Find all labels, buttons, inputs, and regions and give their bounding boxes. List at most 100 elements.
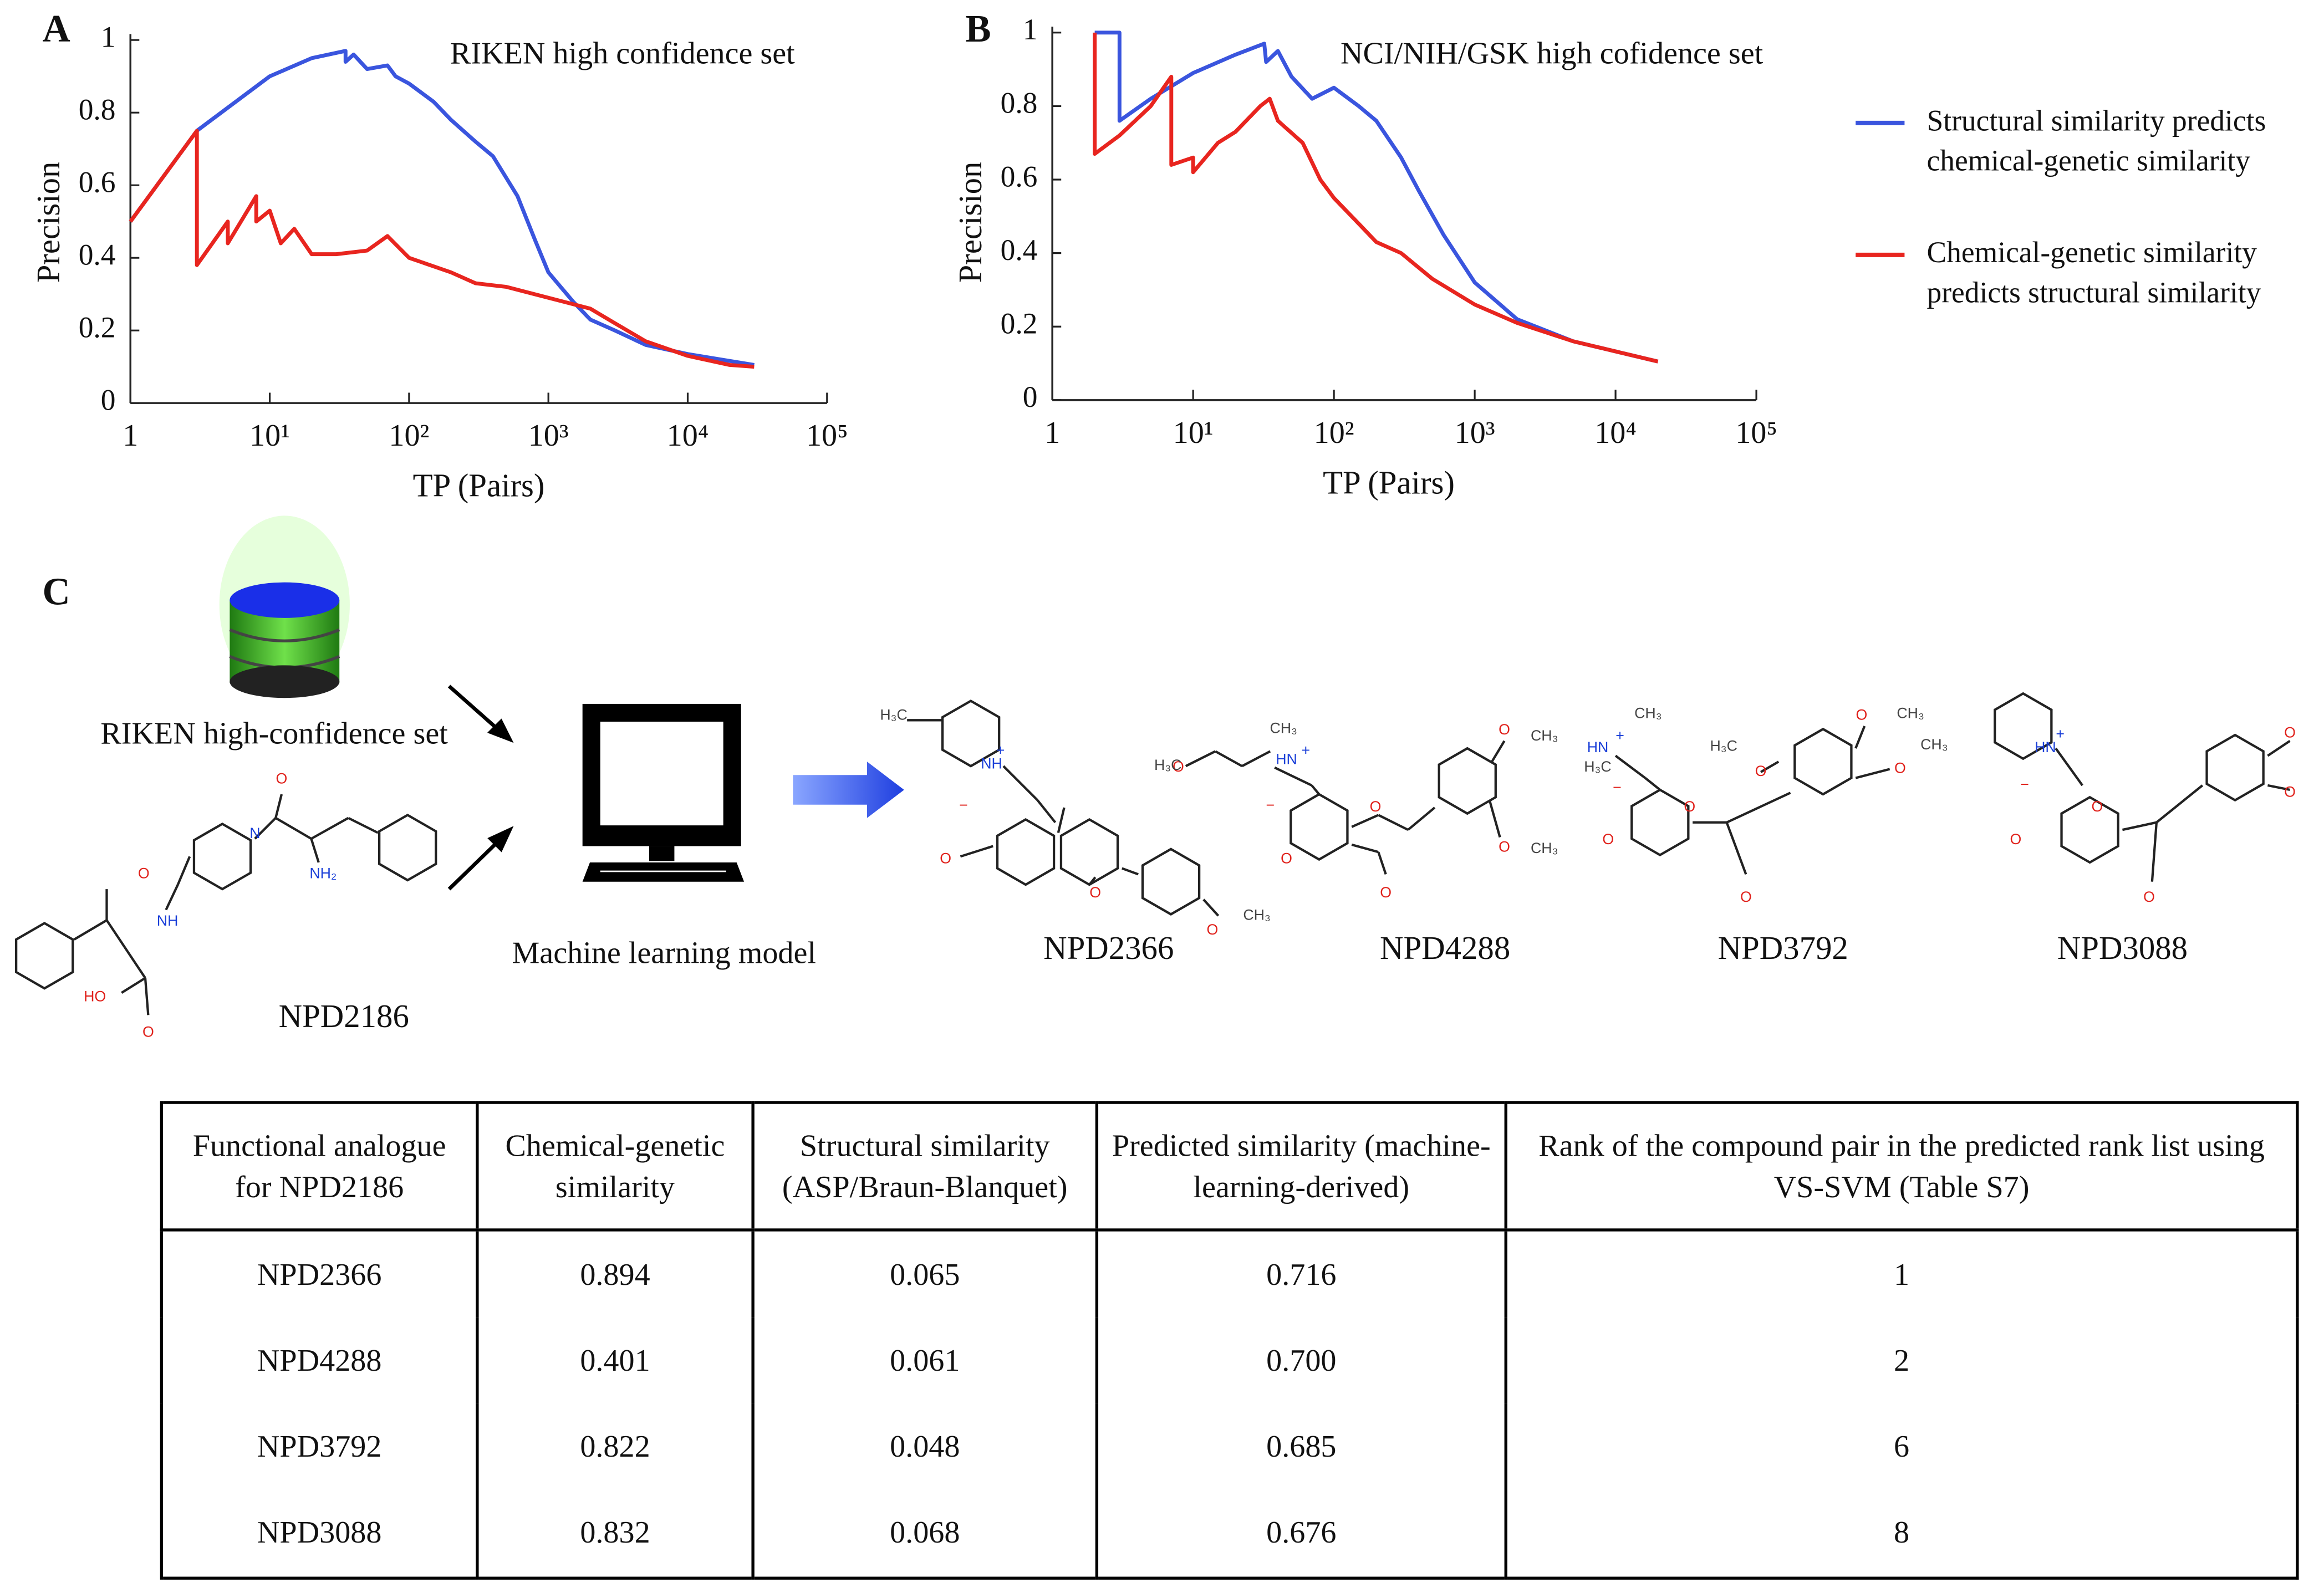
bond bbox=[105, 920, 146, 979]
y-tick-label: 0 bbox=[101, 383, 116, 416]
header-cell: Functional analogue for NPD2186 bbox=[160, 1102, 477, 1232]
atom-label: CH₃ bbox=[1634, 705, 1662, 722]
ring bbox=[192, 822, 252, 891]
x-tick-label: 10⁴ bbox=[1594, 416, 1637, 450]
x-tick-label: 10² bbox=[389, 418, 429, 453]
x-tick-label: 10² bbox=[1314, 416, 1354, 450]
bond bbox=[73, 919, 108, 941]
table-cell: 0.716 bbox=[1095, 1229, 1506, 1318]
bond bbox=[1274, 766, 1312, 787]
atom-label: O bbox=[1370, 798, 1382, 815]
atom-label: O bbox=[2284, 724, 2296, 741]
ring bbox=[2205, 733, 2265, 802]
header-cell: Predicted similarity (machine-learning-d… bbox=[1095, 1102, 1506, 1232]
ring bbox=[15, 922, 74, 990]
bond bbox=[1725, 822, 1747, 875]
table-cell: 0.068 bbox=[751, 1490, 1097, 1579]
table-row: NPD3792 0.822 0.048 0.685 6 bbox=[160, 1404, 2297, 1490]
table-row: NPD3088 0.832 0.068 0.676 8 bbox=[160, 1490, 2297, 1579]
bond bbox=[1760, 760, 1780, 773]
bond bbox=[121, 977, 146, 994]
compound-name: NPD4288 bbox=[1380, 930, 1510, 966]
atom-label: NH₂ bbox=[309, 865, 337, 881]
atom-label: O bbox=[1684, 798, 1695, 815]
series-line bbox=[1093, 32, 1659, 364]
bond bbox=[1377, 851, 1387, 875]
table-cell: NPD3792 bbox=[160, 1404, 477, 1490]
atom-label: O bbox=[2092, 798, 2103, 815]
compound-name: NPD2366 bbox=[1043, 930, 1174, 966]
bond bbox=[1351, 814, 1379, 828]
atom-label: NH bbox=[981, 755, 1002, 772]
atom-label: O bbox=[1856, 706, 1867, 723]
bond bbox=[1185, 750, 1216, 768]
atom-label: O bbox=[1281, 850, 1292, 867]
series-line bbox=[129, 49, 755, 367]
header-cell: Rank of the compound pair in the predict… bbox=[1504, 1102, 2297, 1232]
atom-label: H₃C bbox=[1710, 737, 1737, 754]
atom-label: − bbox=[1266, 796, 1275, 813]
table-cell: 1 bbox=[1504, 1229, 2297, 1318]
legend-label: Chemical-genetic similarity predicts str… bbox=[1927, 237, 2261, 310]
x-tick-label: 10⁵ bbox=[806, 418, 848, 453]
bond bbox=[275, 816, 312, 840]
table-cell: NPD3088 bbox=[160, 1490, 477, 1579]
y-tick-label: 0 bbox=[1023, 380, 1038, 413]
bond bbox=[2150, 822, 2158, 882]
bond bbox=[1855, 768, 1890, 779]
bond bbox=[1215, 750, 1243, 768]
bond bbox=[310, 838, 320, 863]
series-line bbox=[1094, 30, 1659, 364]
table-cell: 0.061 bbox=[751, 1318, 1097, 1405]
series-line bbox=[129, 129, 755, 369]
bond bbox=[1644, 777, 1661, 791]
y-tick-label: 0.6 bbox=[79, 165, 116, 198]
bond bbox=[1614, 754, 1646, 779]
atom-label: HO bbox=[84, 988, 106, 1004]
bond bbox=[1311, 784, 1321, 795]
y-tick-label: 0.2 bbox=[1001, 307, 1038, 340]
atom-label: HN bbox=[1587, 739, 1609, 755]
atom-label: O bbox=[1499, 838, 1510, 855]
y-tick-label: 1 bbox=[1023, 13, 1038, 46]
bond bbox=[1088, 876, 1097, 886]
ring bbox=[1438, 747, 1497, 815]
atom-label: O bbox=[1380, 884, 1392, 901]
bond bbox=[1351, 843, 1379, 854]
atom-label: − bbox=[959, 796, 968, 813]
atom-label: CH₃ bbox=[1531, 727, 1558, 744]
y-tick-label: 0.8 bbox=[79, 93, 116, 126]
table-cell: 6 bbox=[1504, 1404, 2297, 1490]
bond bbox=[1726, 792, 1791, 824]
ring bbox=[1290, 793, 1349, 861]
atom-label: H₃C bbox=[1154, 757, 1181, 773]
header-cell: Chemical-genetic similarity bbox=[476, 1102, 753, 1232]
table-cell: 0.685 bbox=[1095, 1404, 1506, 1490]
table-cell: NPD2366 bbox=[160, 1229, 477, 1318]
y-axis-label: Precision bbox=[30, 162, 67, 283]
table-cell: 0.822 bbox=[476, 1404, 753, 1490]
bond bbox=[1488, 800, 1501, 838]
atom-label: O bbox=[1602, 831, 1614, 847]
x-tick-label: 10³ bbox=[528, 418, 569, 453]
bond bbox=[310, 816, 349, 840]
bond bbox=[2155, 784, 2204, 824]
atom-label: CH₃ bbox=[1920, 736, 1948, 753]
bond bbox=[1378, 814, 1409, 831]
y-tick-label: 0.4 bbox=[1001, 233, 1038, 267]
compound-name: NPD3792 bbox=[1718, 930, 1848, 966]
atom-label: − bbox=[2020, 776, 2029, 793]
bond bbox=[2055, 747, 2083, 787]
computer-icon bbox=[582, 703, 745, 882]
y-tick-label: 0.2 bbox=[79, 310, 116, 344]
atom-label: O bbox=[2010, 831, 2022, 847]
bond bbox=[1241, 750, 1271, 768]
x-axis-label: TP (Pairs) bbox=[413, 468, 545, 504]
atom-label: O bbox=[2143, 889, 2155, 905]
bond bbox=[1122, 867, 1139, 876]
atom-label: H₃C bbox=[880, 706, 907, 723]
atom-label: CH₃ bbox=[1897, 705, 1924, 722]
header-row: Functional analogue for NPD2186 Chemical-… bbox=[160, 1102, 2297, 1232]
ring bbox=[1059, 818, 1119, 886]
ring bbox=[1141, 847, 1201, 916]
